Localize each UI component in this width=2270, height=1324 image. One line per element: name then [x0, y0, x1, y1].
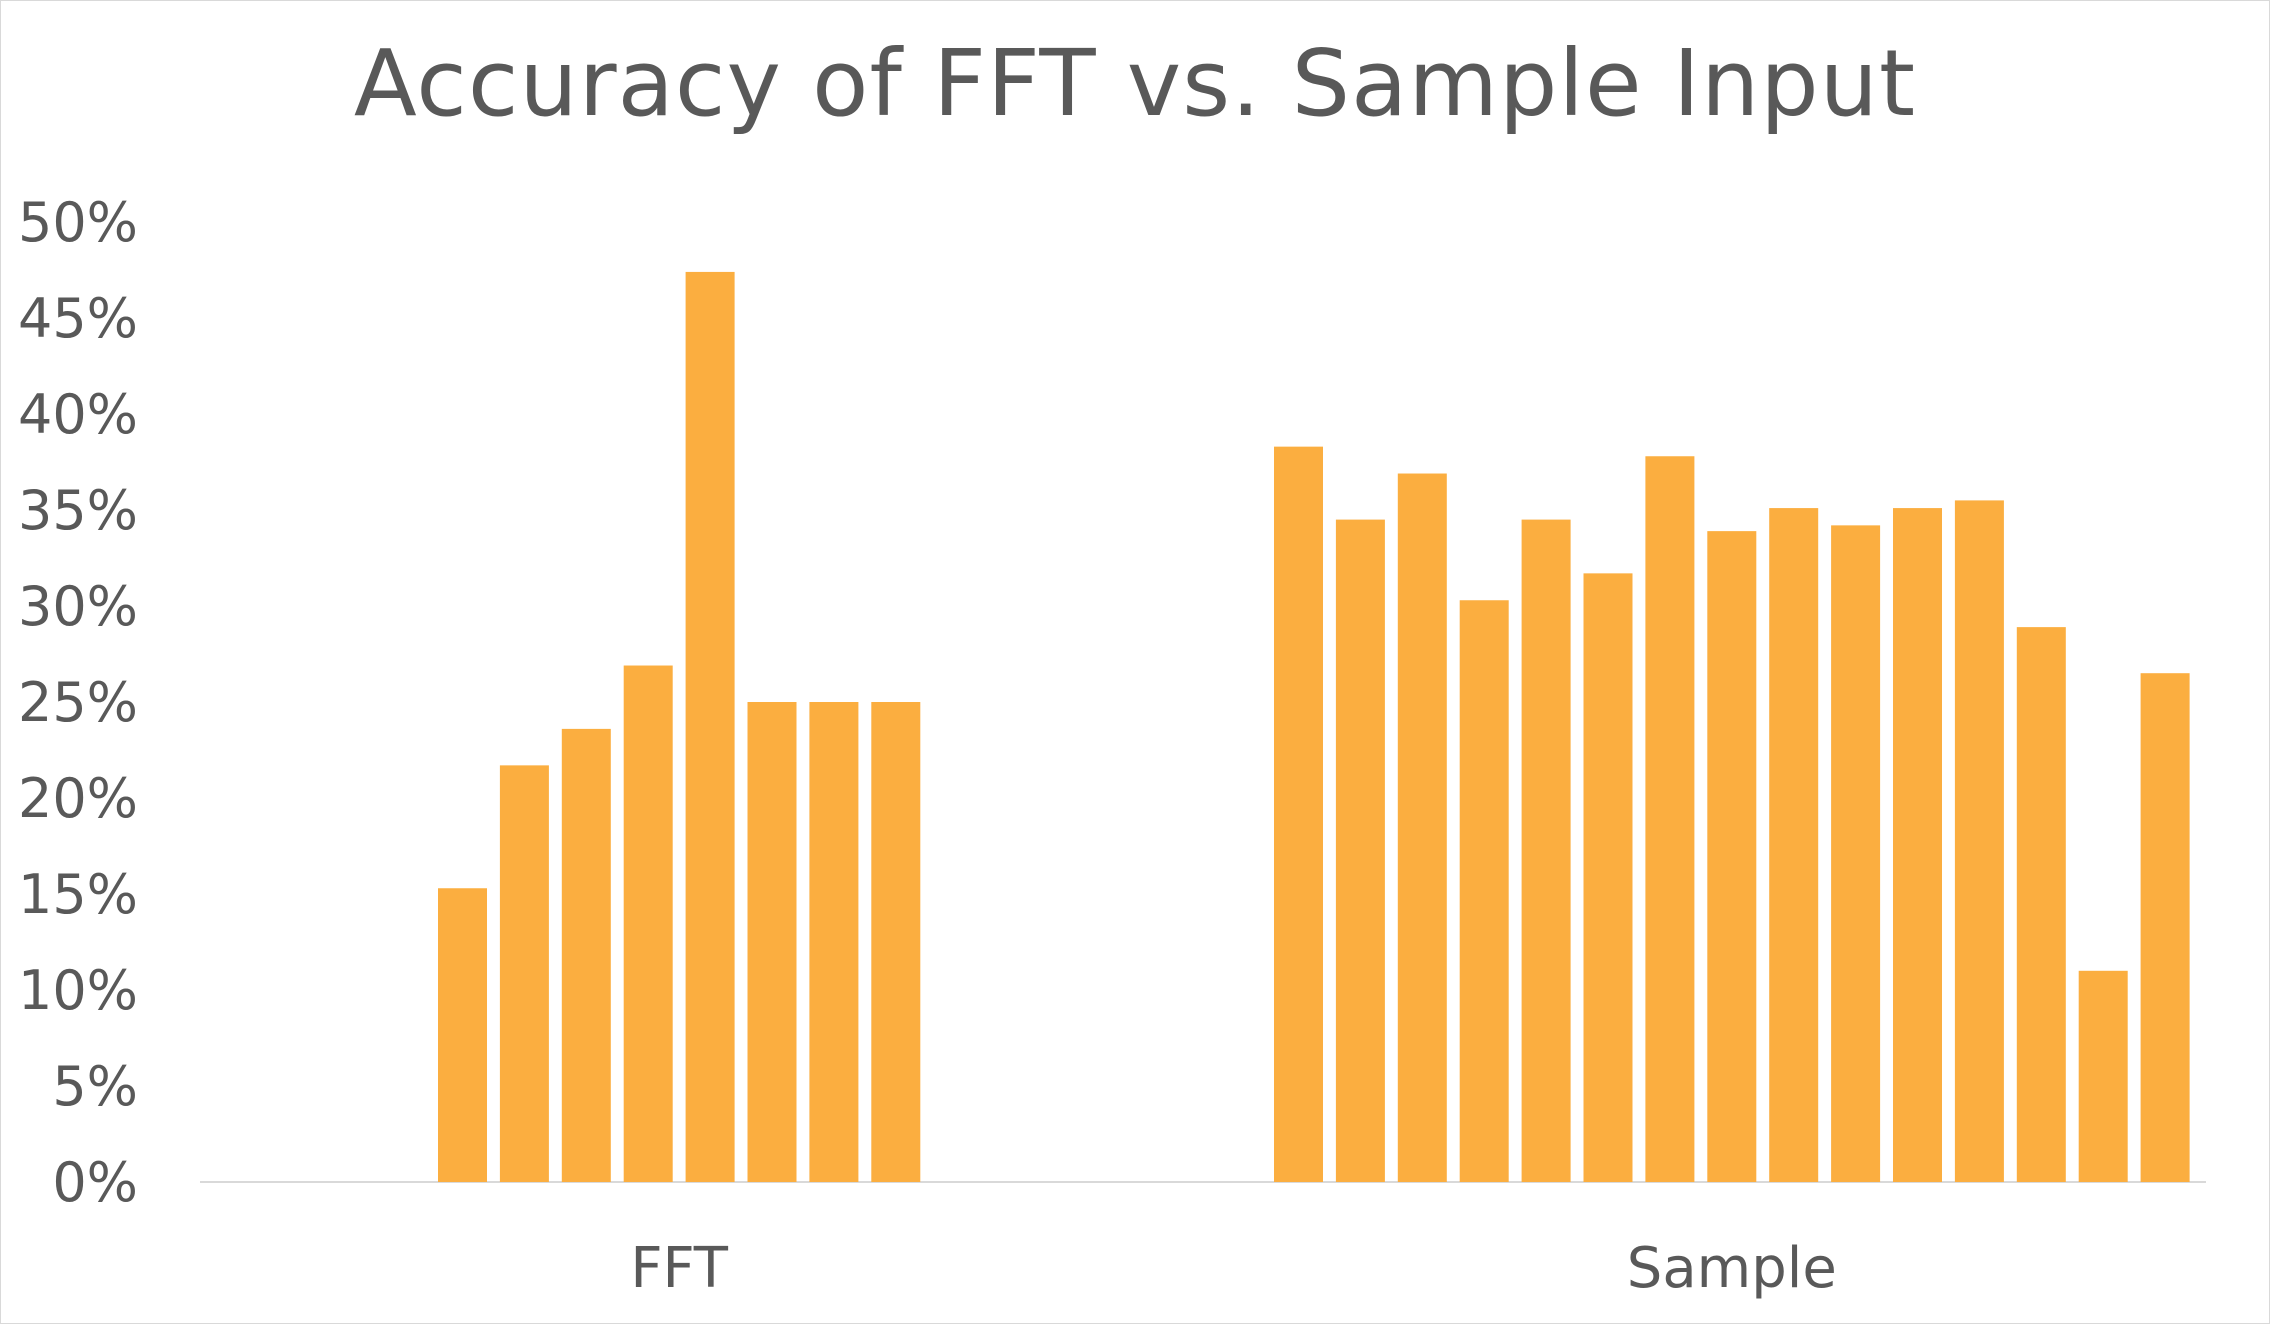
- y-tick-label: 40%: [18, 383, 138, 446]
- bar-sample-2: [1335, 519, 1385, 1182]
- bars: [438, 271, 2190, 1183]
- bar-sample-12: [1954, 500, 2004, 1182]
- bar-fft-1: [438, 888, 487, 1182]
- bar-sample-5: [1521, 519, 1571, 1182]
- y-tick-label: 30%: [18, 575, 138, 638]
- bar-fft-3: [561, 728, 611, 1182]
- bar-fft-2: [499, 765, 549, 1182]
- bar-sample-15: [2140, 673, 2190, 1182]
- bar-sample-11: [1893, 508, 1942, 1183]
- y-tick-label: 10%: [18, 959, 138, 1022]
- bar-fft-6: [747, 702, 797, 1182]
- y-axis-ticks: 0% 5% 10% 15% 20% 25% 30% 35% 40% 45% 50%: [18, 191, 138, 1214]
- y-tick-label: 25%: [18, 671, 138, 734]
- bar-sample-14: [2078, 970, 2128, 1182]
- bar-sample-8: [1707, 531, 1757, 1182]
- y-tick-label: 20%: [18, 767, 138, 830]
- y-tick-label: 15%: [18, 863, 138, 926]
- bar-sample-10: [1831, 525, 1881, 1182]
- x-category-label: Sample: [1627, 1236, 1837, 1301]
- bar-sample-7: [1645, 456, 1695, 1182]
- y-tick-label: 35%: [18, 479, 138, 542]
- bar-sample-1: [1274, 446, 1323, 1182]
- y-tick-label: 0%: [52, 1151, 138, 1214]
- y-tick-label: 45%: [18, 287, 138, 350]
- chart-title: Accuracy of FFT vs. Sample Input: [353, 30, 1917, 137]
- bar-sample-3: [1397, 473, 1447, 1182]
- y-tick-label: 5%: [52, 1055, 138, 1118]
- bar-fft-5: [685, 271, 735, 1182]
- bar-sample-4: [1459, 600, 1509, 1182]
- bar-fft-8: [871, 702, 921, 1182]
- bar-fft-7: [809, 702, 859, 1182]
- y-tick-label: 50%: [18, 191, 138, 254]
- bar-sample-9: [1769, 508, 1819, 1183]
- bar-fft-4: [623, 665, 673, 1182]
- category-labels: FFT Sample: [630, 1236, 1836, 1301]
- x-category-label: FFT: [630, 1236, 728, 1301]
- bar-sample-13: [2016, 627, 2066, 1182]
- bar-sample-6: [1583, 573, 1633, 1182]
